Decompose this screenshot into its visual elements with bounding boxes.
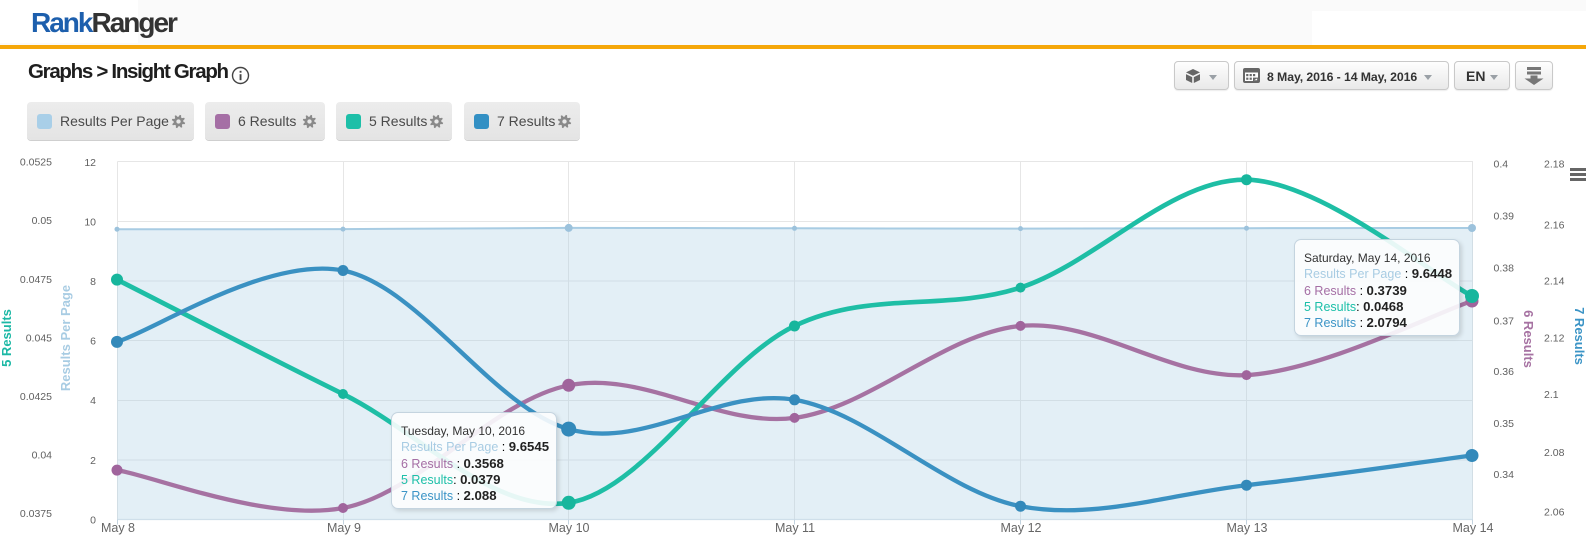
svg-text:0.35: 0.35 — [1494, 418, 1515, 430]
svg-text:0.0525: 0.0525 — [20, 157, 52, 169]
svg-text:0.4: 0.4 — [1494, 159, 1509, 171]
svg-text:2.12: 2.12 — [1544, 333, 1565, 345]
svg-text:5 Results: 5 Results — [0, 309, 14, 367]
svg-text:May 14: May 14 — [1453, 521, 1494, 535]
svg-text:2: 2 — [90, 455, 96, 467]
svg-text:Results Per Page: Results Per Page — [58, 285, 73, 391]
svg-text:0.39: 0.39 — [1494, 211, 1515, 223]
svg-text:12: 12 — [84, 157, 96, 169]
svg-text:0.045: 0.045 — [26, 333, 52, 345]
svg-text:0: 0 — [90, 514, 96, 526]
svg-text:May 11: May 11 — [775, 521, 815, 535]
svg-text:0.04: 0.04 — [32, 449, 53, 461]
svg-text:May 9: May 9 — [327, 521, 361, 535]
svg-text:2.14: 2.14 — [1544, 276, 1565, 288]
svg-text:May 13: May 13 — [1227, 521, 1268, 535]
svg-text:0.38: 0.38 — [1494, 263, 1515, 275]
svg-text:6: 6 — [90, 336, 96, 348]
svg-text:2.1: 2.1 — [1544, 389, 1559, 401]
svg-text:2.18: 2.18 — [1544, 159, 1565, 171]
svg-text:2.16: 2.16 — [1544, 220, 1565, 232]
svg-text:0.36: 0.36 — [1494, 366, 1515, 378]
svg-text:May 12: May 12 — [1001, 521, 1042, 535]
svg-text:2.08: 2.08 — [1544, 447, 1565, 459]
svg-text:May 8: May 8 — [101, 521, 135, 535]
svg-text:0.34: 0.34 — [1494, 469, 1515, 481]
svg-text:0.0375: 0.0375 — [20, 508, 52, 520]
svg-text:2.06: 2.06 — [1544, 506, 1565, 518]
svg-text:6 Results: 6 Results — [1521, 310, 1536, 368]
svg-text:8: 8 — [90, 276, 96, 288]
svg-text:0.05: 0.05 — [32, 215, 53, 227]
svg-text:0.0425: 0.0425 — [20, 391, 52, 403]
svg-text:0.37: 0.37 — [1494, 316, 1515, 328]
svg-text:May 10: May 10 — [549, 521, 590, 535]
svg-text:10: 10 — [84, 216, 96, 228]
svg-text:7 Results: 7 Results — [1572, 307, 1586, 365]
svg-text:4: 4 — [90, 395, 96, 407]
svg-text:0.0475: 0.0475 — [20, 274, 52, 286]
